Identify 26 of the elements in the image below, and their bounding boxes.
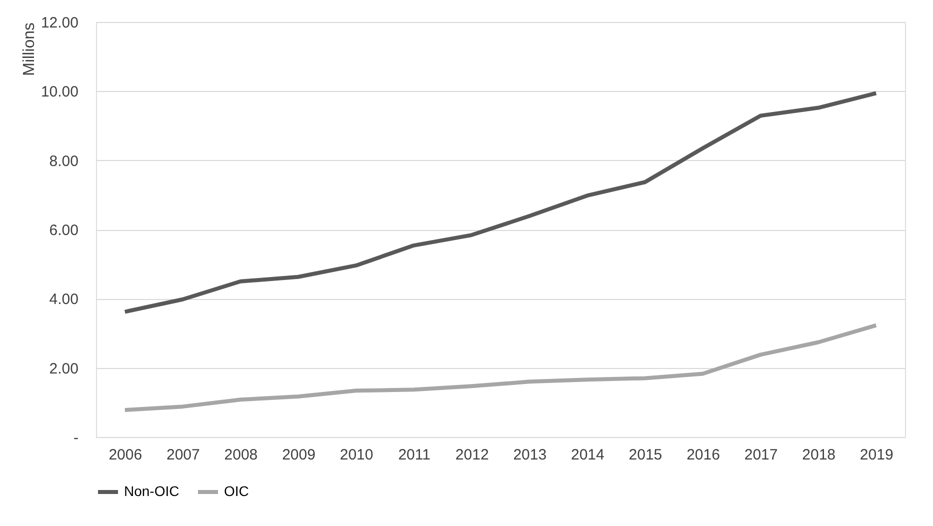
x-tick-label: 2019 bbox=[860, 446, 894, 464]
y-tick-label: 12.00 bbox=[40, 14, 78, 32]
x-tick-label: 2012 bbox=[455, 446, 489, 464]
y-tick-label: 2.00 bbox=[49, 360, 78, 378]
x-tick-label: 2014 bbox=[570, 446, 604, 464]
x-tick-label: 2011 bbox=[398, 446, 430, 464]
x-tick-label: 2015 bbox=[628, 446, 662, 464]
y-tick-label: 4.00 bbox=[49, 291, 78, 308]
y-tick-label: 8.00 bbox=[49, 152, 78, 170]
y-tick-label: - bbox=[74, 430, 78, 446]
line-series bbox=[122, 91, 878, 314]
x-tick-label: 2013 bbox=[513, 446, 547, 464]
legend-label: OIC bbox=[224, 483, 249, 499]
x-tick-label: 2006 bbox=[108, 446, 142, 464]
y-tick-label: 10.00 bbox=[40, 84, 78, 101]
x-tick-label: 2018 bbox=[802, 446, 836, 464]
x-tick-label: 2016 bbox=[686, 446, 720, 464]
line-series bbox=[122, 323, 878, 412]
x-tick-label: 2010 bbox=[340, 446, 374, 464]
x-tick-label: 2017 bbox=[744, 446, 778, 464]
y-tick-label: 6.00 bbox=[49, 222, 78, 239]
legend-label: Non-OIC bbox=[124, 483, 180, 499]
x-tick-label: 2008 bbox=[224, 446, 258, 464]
y-axis-title: Millions bbox=[20, 22, 38, 76]
x-tick-label: 2007 bbox=[166, 446, 200, 464]
x-tick-label: 2009 bbox=[282, 446, 316, 464]
